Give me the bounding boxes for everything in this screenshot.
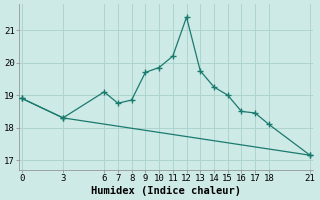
X-axis label: Humidex (Indice chaleur): Humidex (Indice chaleur) bbox=[91, 186, 241, 196]
